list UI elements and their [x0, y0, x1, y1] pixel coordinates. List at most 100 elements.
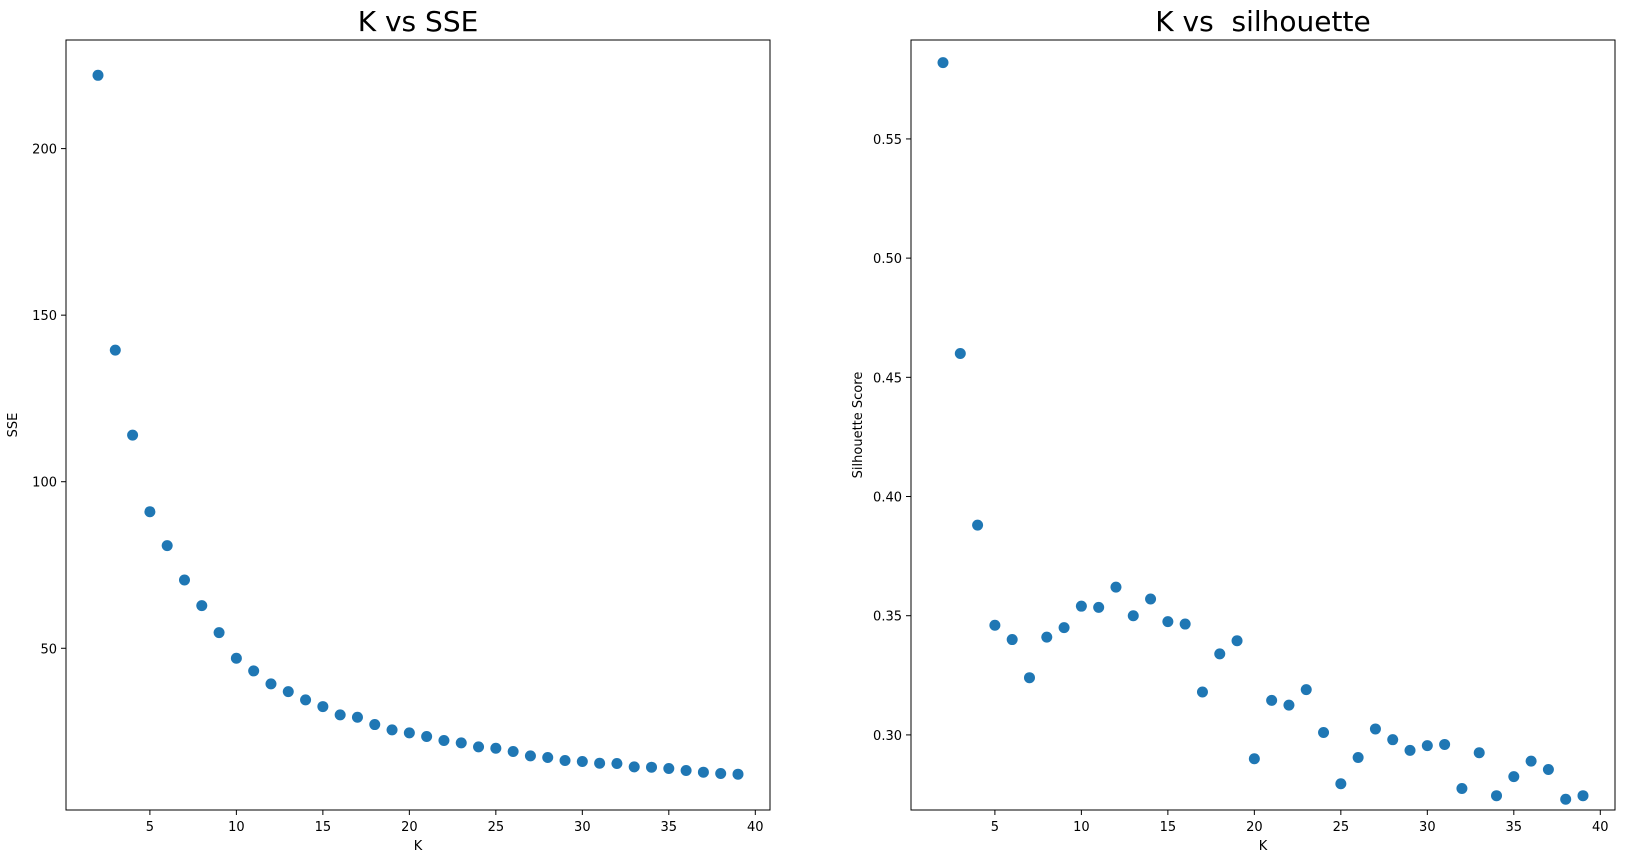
silhouette-chart-point: [972, 519, 984, 531]
silhouette-chart-point: [1421, 740, 1433, 752]
silhouette-chart-point: [1162, 616, 1174, 628]
sse-chart-point: [628, 761, 640, 773]
silhouette-chart-point: [1491, 790, 1503, 802]
silhouette-chart-point: [1179, 618, 1191, 630]
silhouette-chart-point: [1439, 738, 1451, 750]
silhouette-chart-point: [1248, 753, 1260, 765]
silhouette-chart-point: [1127, 610, 1139, 622]
sse-chart-point: [196, 600, 208, 612]
sse-chart-point: [507, 746, 519, 758]
silhouette-chart-point: [1058, 622, 1070, 634]
sse-chart-point: [248, 665, 260, 677]
silhouette-chart-point: [1525, 755, 1537, 767]
sse-chart-point: [351, 711, 363, 723]
silhouette-chart-point: [1023, 672, 1035, 684]
sse-chart-y-tick-label: 100: [32, 476, 57, 491]
sse-chart-y-tick-label: 200: [32, 143, 57, 158]
sse-chart-point: [369, 719, 381, 731]
silhouette-chart-y-tick-label: 0.30: [873, 729, 902, 744]
silhouette-chart-point: [1283, 699, 1295, 711]
silhouette-chart-point: [1335, 778, 1347, 790]
sse-chart-point: [421, 731, 433, 743]
silhouette-chart-point: [1369, 723, 1381, 735]
sse-chart-point: [490, 742, 502, 754]
sse-chart-point: [213, 627, 225, 639]
silhouette-chart-y-tick-label: 0.55: [873, 133, 902, 148]
sse-chart-point: [403, 727, 415, 739]
sse-chart-point: [127, 429, 139, 441]
sse-chart-frame: [65, 39, 771, 811]
sse-chart-point: [265, 678, 277, 690]
sse-chart: K vs SSE 5 10 15 20 25 30 35 40 50 100 150 200 K SS…: [6, 5, 771, 854]
silhouette-chart-point: [1145, 593, 1157, 605]
silhouette-chart-point: [1006, 634, 1018, 646]
silhouette-chart-x-tick-label: 40: [1592, 820, 1609, 835]
sse-chart-point: [715, 768, 727, 780]
sse-chart-y-tick-label: 50: [40, 642, 57, 657]
silhouette-chart-point: [1542, 763, 1554, 775]
sse-chart-point: [230, 652, 242, 664]
sse-chart-x-tick-label: 10: [228, 820, 245, 835]
sse-chart-title: K vs SSE: [358, 5, 479, 38]
silhouette-chart-y-tick-label: 0.45: [873, 371, 902, 386]
sse-chart-x-tick-label: 20: [401, 820, 418, 835]
silhouette-chart-x-tick-label: 25: [1333, 820, 1350, 835]
silhouette-chart-point: [1266, 694, 1278, 706]
sse-chart-point: [663, 763, 675, 775]
sse-chart-point: [680, 765, 692, 777]
silhouette-chart-y-tick-label: 0.50: [873, 252, 902, 267]
sse-chart-point: [334, 709, 346, 721]
silhouette-chart-point: [1560, 793, 1572, 805]
sse-chart-ticks: 5 10 15 20 25 30 35 40 50 100 150 200: [32, 143, 763, 835]
sse-chart-point: [611, 758, 623, 770]
sse-chart-point: [109, 344, 121, 356]
silhouette-chart-x-tick-label: 30: [1419, 820, 1436, 835]
silhouette-chart-point: [1387, 734, 1399, 746]
sse-chart-point: [386, 724, 398, 736]
sse-chart-point: [178, 574, 190, 586]
silhouette-chart-y-tick-label: 0.35: [873, 610, 902, 625]
silhouette-chart-point: [1456, 783, 1468, 795]
sse-chart-point: [732, 768, 744, 780]
silhouette-chart-point: [1196, 686, 1208, 698]
silhouette-chart-point: [989, 619, 1001, 631]
silhouette-chart-x-tick-label: 5: [991, 820, 999, 835]
sse-chart-point: [559, 755, 571, 767]
silhouette-chart-point: [1318, 727, 1330, 739]
silhouette-chart-x-tick-label: 20: [1246, 820, 1263, 835]
sse-chart-point: [594, 757, 606, 769]
silhouette-chart-point: [1300, 684, 1312, 696]
silhouette-chart-ticks: 5 10 15 20 25 30 35 40 0.30 0.35 0.40 0.45 0.50 0.55: [873, 133, 1609, 835]
sse-chart-x-axis-label: K: [414, 839, 423, 854]
silhouette-chart-frame: [910, 39, 1616, 811]
sse-chart-point: [144, 506, 156, 518]
silhouette-chart-x-axis-label: K: [1259, 839, 1268, 854]
sse-chart-x-tick-label: 40: [747, 820, 764, 835]
silhouette-chart-point: [1577, 790, 1589, 802]
sse-chart-y-axis-label: SSE: [6, 413, 21, 438]
silhouette-chart-point: [1473, 747, 1485, 759]
silhouette-chart-point: [1110, 581, 1122, 593]
sse-chart-points: [92, 69, 744, 780]
sse-chart-point: [473, 741, 485, 753]
silhouette-chart-title: K vs silhouette: [1155, 5, 1370, 38]
sse-chart-point: [455, 737, 467, 749]
silhouette-chart-point: [1231, 635, 1243, 647]
sse-chart-point: [282, 686, 294, 698]
sse-chart-point: [542, 752, 554, 764]
silhouette-chart-point: [1041, 631, 1053, 643]
silhouette-chart-point: [954, 347, 966, 359]
sse-chart-x-tick-label: 5: [146, 820, 154, 835]
sse-chart-y-tick-label: 150: [32, 309, 57, 324]
sse-chart-x-tick-label: 15: [315, 820, 332, 835]
silhouette-chart: K vs silhouette 5 10 15 20 25 30 35 40 0.30 0.35 0…: [851, 5, 1616, 854]
sse-chart-point: [438, 735, 450, 747]
silhouette-chart-x-tick-label: 10: [1073, 820, 1090, 835]
silhouette-chart-point: [1214, 648, 1226, 660]
sse-chart-point: [300, 694, 312, 706]
silhouette-chart-x-tick-label: 35: [1506, 820, 1523, 835]
sse-chart-point: [161, 540, 173, 552]
sse-chart-point: [646, 761, 658, 773]
sse-chart-point: [576, 756, 588, 768]
